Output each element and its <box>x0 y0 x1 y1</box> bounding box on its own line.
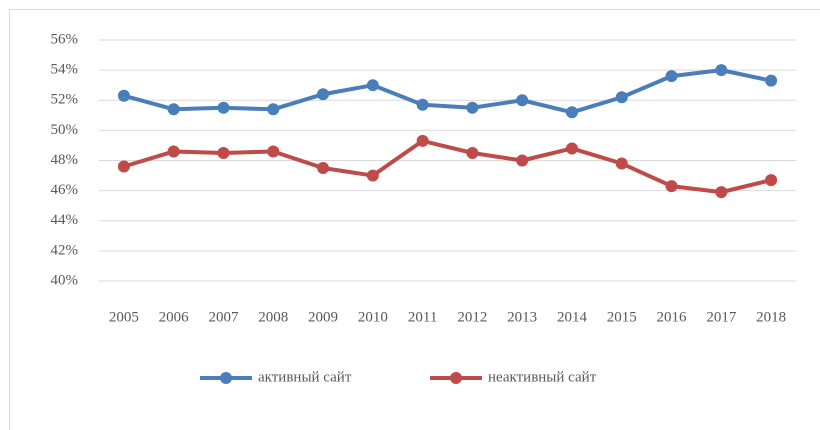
point <box>565 106 578 119</box>
point <box>565 142 578 155</box>
series-line <box>123 138 772 195</box>
point <box>117 89 130 102</box>
point <box>516 94 529 107</box>
point <box>167 103 180 116</box>
point <box>665 180 678 193</box>
chart-border <box>9 9 820 430</box>
legend-marker <box>450 372 462 384</box>
y-tick-label: 52% <box>51 92 79 108</box>
point <box>466 101 479 114</box>
y-tick-label: 48% <box>51 152 79 168</box>
x-tick-label: 2017 <box>706 309 737 325</box>
x-tick-label: 2005 <box>109 309 139 325</box>
series-line <box>123 68 772 115</box>
x-tick-label: 2016 <box>657 309 688 325</box>
point <box>466 146 479 159</box>
y-tick-label: 50% <box>51 122 79 138</box>
point <box>267 103 280 116</box>
y-tick-label: 56% <box>51 31 79 47</box>
x-tick-label: 2010 <box>358 309 388 325</box>
point <box>366 169 379 182</box>
point <box>117 160 130 173</box>
legend-marker <box>220 372 232 384</box>
y-tick-label: 46% <box>51 182 79 198</box>
legend-label: активный сайт <box>258 369 352 385</box>
point <box>615 157 628 170</box>
point <box>317 162 330 175</box>
x-tick-label: 2013 <box>507 309 537 325</box>
point <box>765 74 778 87</box>
x-tick-label: 2008 <box>258 309 288 325</box>
y-tick-label: 54% <box>51 62 79 78</box>
point <box>715 186 728 199</box>
legend-label: неактивный сайт <box>488 369 597 385</box>
x-tick-label: 2015 <box>607 309 637 325</box>
point <box>416 98 429 111</box>
x-tick-label: 2009 <box>308 309 338 325</box>
point <box>665 70 678 83</box>
y-tick-label: 42% <box>51 242 79 258</box>
x-tick-label: 2006 <box>159 309 190 325</box>
point <box>715 64 728 77</box>
point <box>217 101 230 114</box>
point <box>366 79 379 92</box>
x-tick-label: 2018 <box>756 309 786 325</box>
point <box>516 154 529 167</box>
y-tick-label: 40% <box>51 272 79 288</box>
y-tick-label: 44% <box>51 212 79 228</box>
x-tick-label: 2014 <box>557 309 588 325</box>
point <box>267 145 280 158</box>
point <box>167 145 180 158</box>
point <box>615 91 628 104</box>
x-tick-label: 2007 <box>208 309 239 325</box>
point <box>217 146 230 159</box>
point <box>416 134 429 147</box>
point <box>765 174 778 187</box>
x-tick-label: 2012 <box>457 309 487 325</box>
x-tick-label: 2011 <box>408 309 437 325</box>
point <box>317 88 330 101</box>
